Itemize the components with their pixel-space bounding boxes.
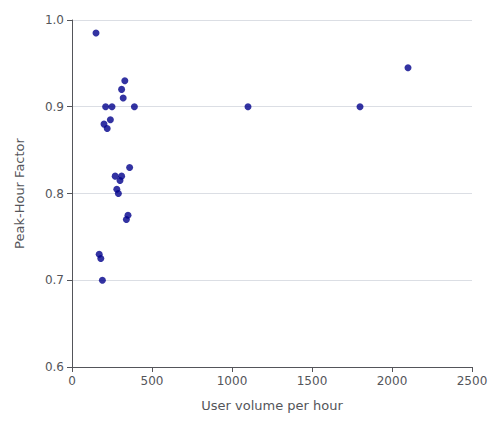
svg-text:0.6: 0.6 — [45, 360, 64, 374]
svg-text:0.7: 0.7 — [45, 273, 64, 287]
svg-text:500: 500 — [141, 374, 164, 388]
svg-text:1000: 1000 — [217, 374, 248, 388]
svg-text:0.9: 0.9 — [45, 100, 64, 114]
svg-text:Peak-Hour Factor: Peak-Hour Factor — [12, 137, 27, 248]
svg-text:0: 0 — [68, 374, 76, 388]
svg-text:2000: 2000 — [377, 374, 408, 388]
svg-text:0.8: 0.8 — [45, 187, 64, 201]
svg-text:2500: 2500 — [457, 374, 488, 388]
svg-text:1500: 1500 — [297, 374, 328, 388]
svg-text:User volume per hour: User volume per hour — [201, 398, 343, 413]
svg-text:1.0: 1.0 — [45, 13, 64, 27]
